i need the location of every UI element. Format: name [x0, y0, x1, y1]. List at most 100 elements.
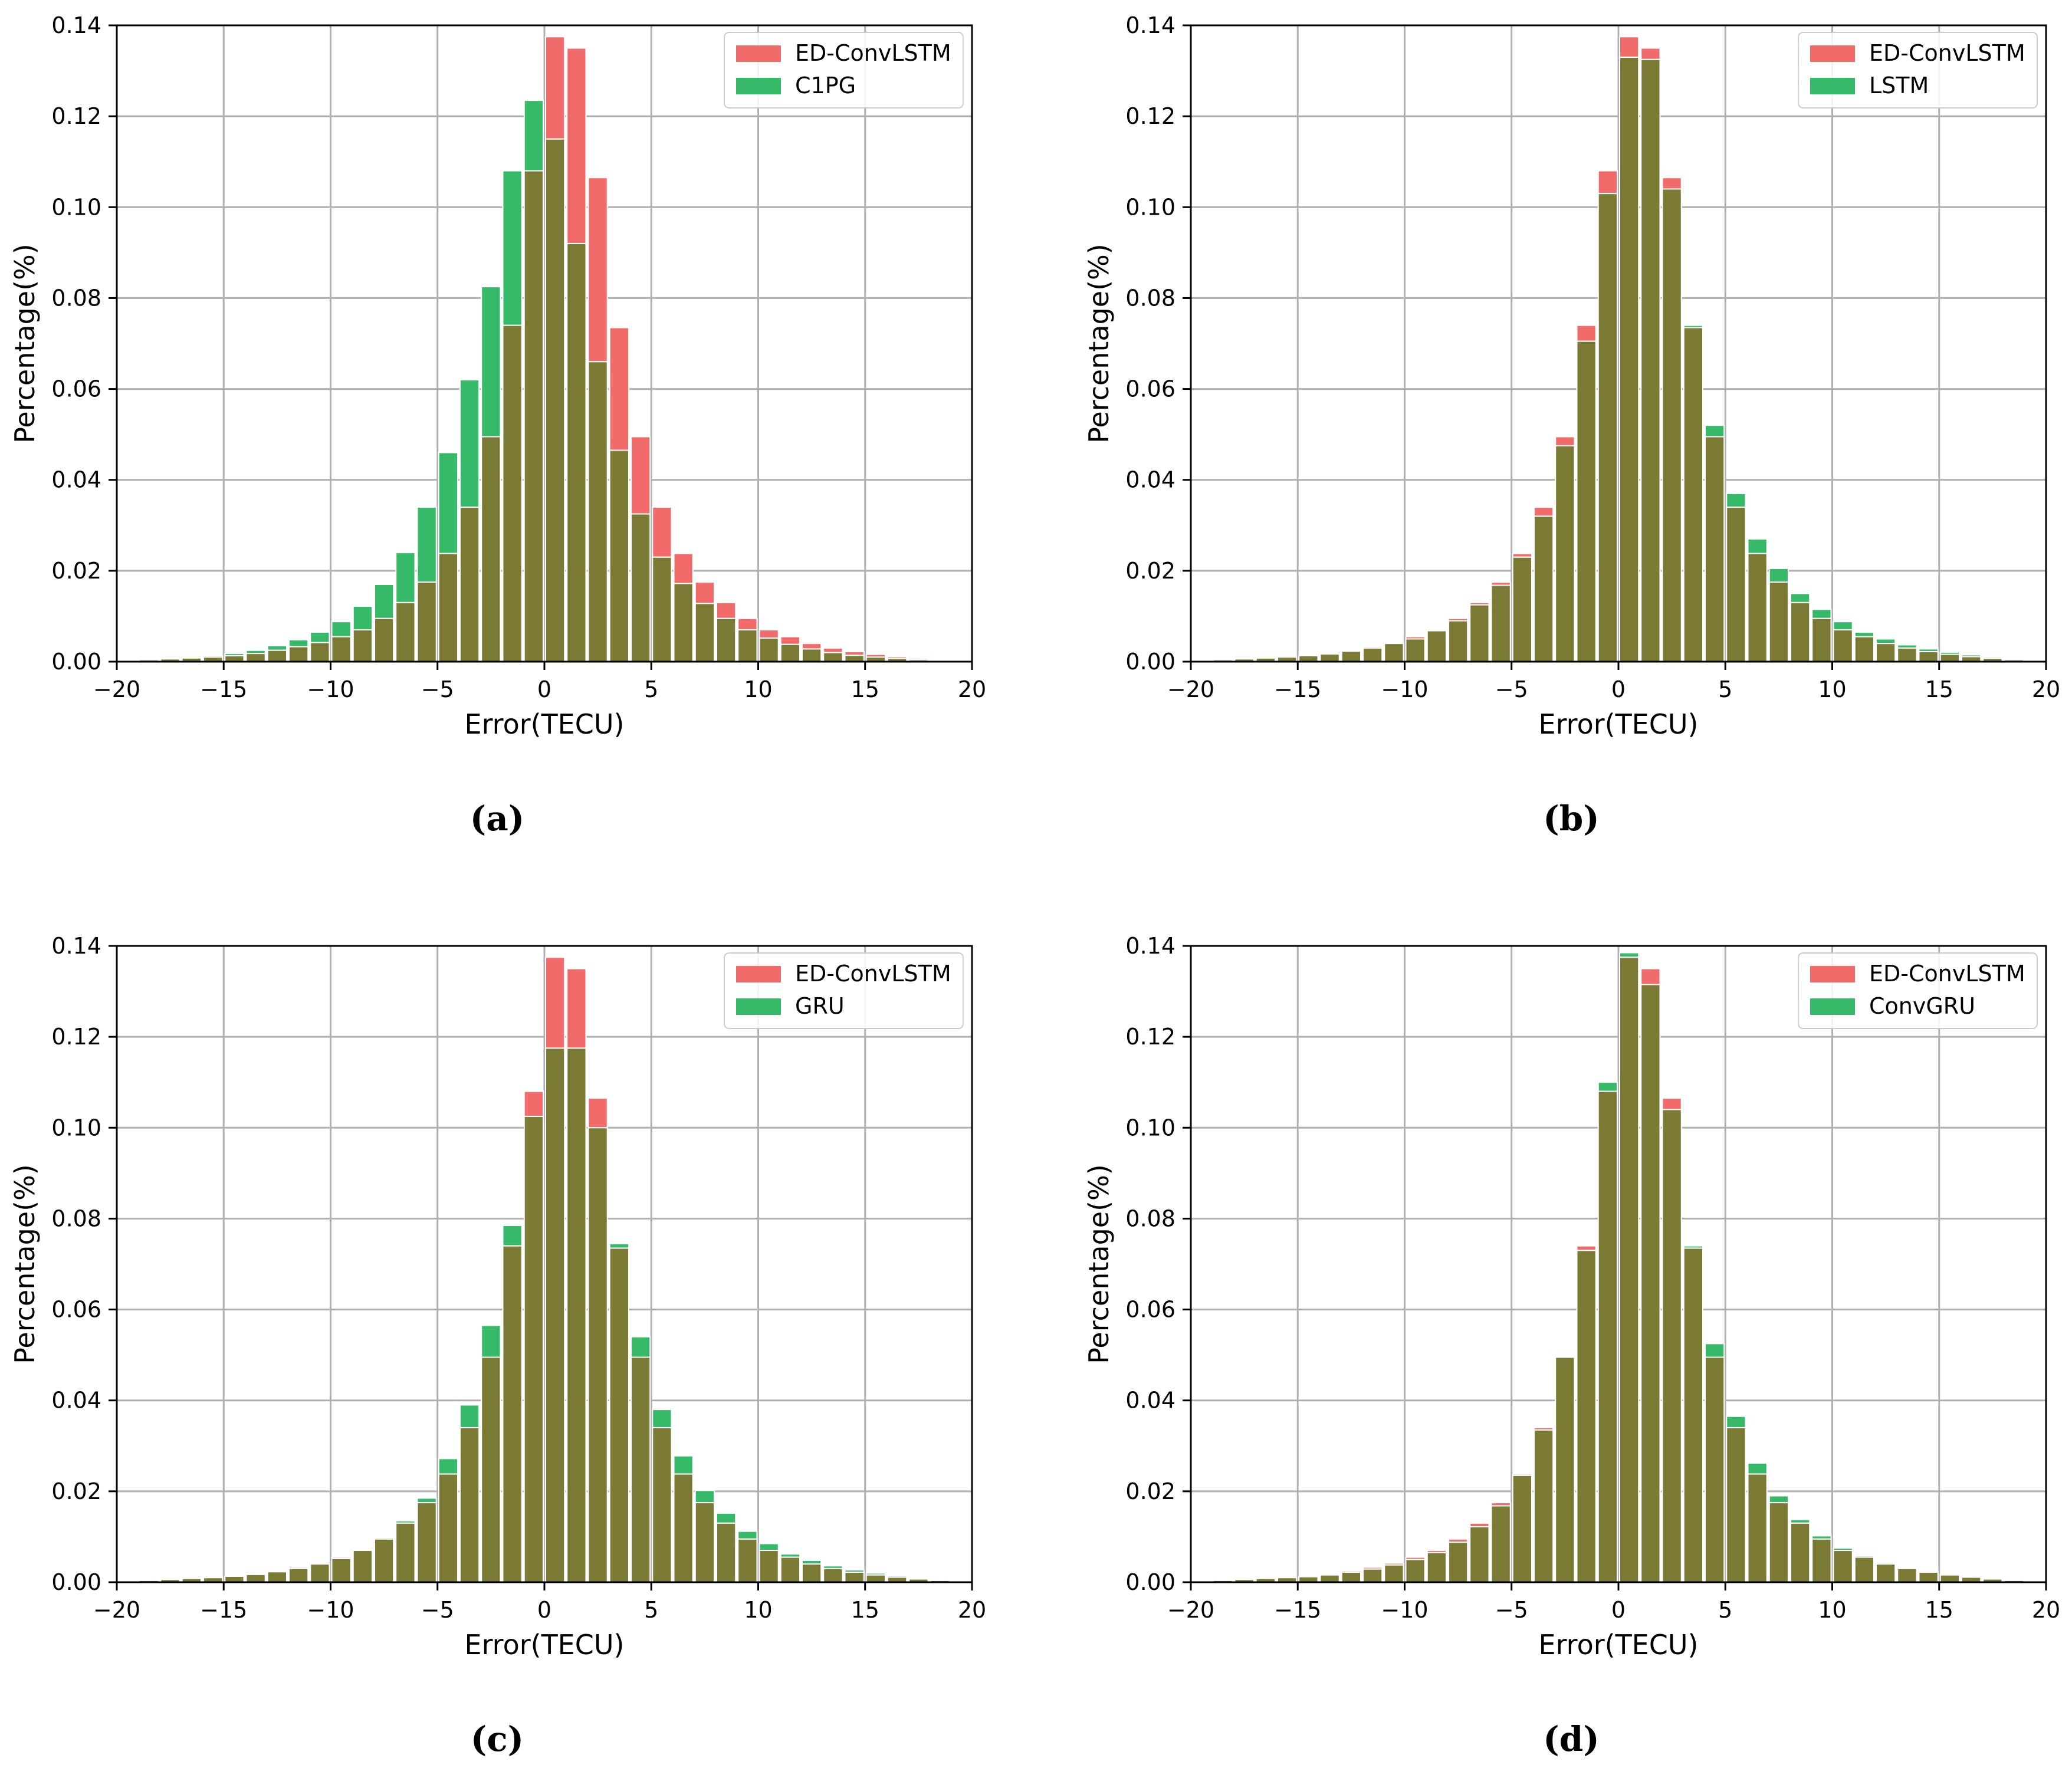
x-tick-label: −10: [307, 1597, 354, 1623]
bar-overlap: [416, 1502, 437, 1583]
bar-overlap: [1939, 653, 1960, 663]
bar-overlap: [523, 1116, 544, 1583]
legend-label: GRU: [795, 993, 845, 1019]
bar-ed-convlstm-excess: [737, 617, 758, 631]
legend: ED-ConvLSTM ConvGRU: [1798, 952, 2038, 1029]
chart-panel-d: −20 −15 −10 −5 0 5 10 15 20 0.00 0.02 0.04 0.06 0.08 0…: [1083, 933, 2060, 1759]
bar-overlap: [1576, 340, 1597, 662]
bar-overlap: [310, 1563, 330, 1583]
bar-overlap: [631, 1356, 651, 1583]
bars: [117, 957, 971, 1583]
bar-overlap: [481, 1356, 501, 1583]
bar-overlap: [1640, 984, 1661, 1583]
y-tick-label: 0.08: [51, 285, 101, 311]
bar-overlap: [673, 1473, 694, 1583]
bar-overlap: [374, 1538, 395, 1583]
bar-overlap: [1448, 620, 1469, 663]
bar-gru-excess: [716, 1512, 737, 1524]
bar-ed-convlstm-excess: [545, 36, 566, 140]
bar-gru-excess: [459, 1404, 480, 1428]
bar-c1pg-excess: [288, 639, 309, 648]
y-tick-label: 0.00: [1125, 649, 1175, 675]
bar-overlap: [844, 655, 865, 662]
bar-overlap: [502, 1245, 523, 1583]
bar-overlap: [1790, 1522, 1811, 1583]
bar-ed-convlstm-excess: [673, 553, 694, 584]
bar-overlap: [245, 653, 266, 663]
bar-overlap: [1661, 1109, 1682, 1583]
bar-c1pg-excess: [352, 605, 373, 631]
x-tick-label: 0: [537, 1597, 551, 1623]
bar-c1pg-excess: [459, 379, 480, 508]
bar-overlap: [438, 1473, 458, 1583]
x-tick-label: 10: [744, 1597, 772, 1623]
bar-convgru-excess: [1597, 1082, 1618, 1092]
bar-ed-convlstm-excess: [523, 1090, 544, 1118]
bar-overlap: [780, 643, 800, 663]
bar-overlap: [1597, 1090, 1618, 1583]
x-axis-label: Error(TECU): [465, 1629, 625, 1661]
y-tick-label: 0.06: [51, 376, 101, 402]
bar-overlap: [631, 513, 651, 663]
bar-overlap: [587, 1127, 608, 1583]
bar-overlap: [1705, 436, 1725, 662]
bar-lstm-excess: [1854, 631, 1874, 637]
bar-ed-convlstm-excess: [566, 968, 587, 1049]
bar-overlap: [224, 1575, 245, 1583]
x-tick-label: 20: [958, 676, 986, 702]
y-tick-label: 0.12: [51, 103, 101, 129]
bar-overlap: [1705, 1356, 1725, 1583]
x-tick-label: −10: [1381, 1597, 1428, 1623]
bar-overlap: [1726, 506, 1746, 662]
x-tick-label: −10: [307, 676, 354, 702]
bar-convgru-excess: [1619, 952, 1640, 958]
y-axis-label: Percentage(%): [1083, 1164, 1115, 1363]
bar-ed-convlstm-excess: [823, 647, 843, 653]
bar-overlap: [1897, 647, 1917, 662]
bar-overlap: [1319, 653, 1340, 662]
bar-overlap: [1319, 1574, 1340, 1583]
bar-overlap: [1854, 636, 1874, 663]
bar-c1pg-excess: [481, 286, 501, 438]
x-tick-label: 15: [851, 676, 879, 702]
bar-overlap: [502, 324, 523, 662]
bar-overlap: [802, 1563, 822, 1583]
legend-label: ED-ConvLSTM: [795, 961, 951, 987]
bar-overlap: [1897, 1567, 1917, 1583]
chart-panel-b: −20 −15 −10 −5 0 5 10 15 20 0.00 0.02 0.04 0.06 0.08 0…: [1083, 12, 2060, 839]
bar-overlap: [1726, 1427, 1746, 1583]
x-tick-label: 0: [1611, 676, 1626, 702]
y-tick-label: 0.02: [1125, 558, 1175, 584]
bar-ed-convlstm-excess: [1619, 36, 1640, 58]
bar-overlap: [438, 553, 458, 662]
y-tick-label: 0.12: [51, 1024, 101, 1050]
x-tick-label: −5: [1495, 676, 1528, 702]
bar-ed-convlstm-excess: [716, 602, 737, 619]
bar-overlap: [1534, 515, 1554, 662]
bar-lstm-excess: [1790, 593, 1811, 603]
legend: ED-ConvLSTM LSTM: [1798, 32, 2038, 109]
y-tick-label: 0.06: [1125, 376, 1175, 402]
y-tick-label: 0.14: [1125, 12, 1175, 38]
bar-overlap: [1833, 1550, 1853, 1583]
x-tick-label: −15: [200, 676, 247, 702]
x-tick-label: 5: [1718, 676, 1732, 702]
bar-ed-convlstm-excess: [1576, 1245, 1597, 1251]
x-tick-label: 10: [1818, 676, 1846, 702]
x-axis-label: Error(TECU): [465, 708, 625, 740]
bar-overlap: [1469, 1526, 1490, 1583]
x-tick-label: 15: [851, 1597, 879, 1623]
bar-overlap: [523, 170, 544, 662]
bar-overlap: [1619, 56, 1640, 663]
bar-gru-excess: [694, 1490, 715, 1504]
bar-ed-convlstm-excess: [609, 327, 629, 451]
bar-gru-excess: [481, 1325, 501, 1358]
bar-ed-convlstm-excess: [1534, 506, 1554, 517]
bar-overlap: [1833, 629, 1853, 663]
bar-overlap: [716, 1522, 737, 1583]
bar-overlap: [545, 138, 566, 662]
y-tick-label: 0.10: [51, 194, 101, 220]
bar-overlap: [716, 617, 737, 662]
bar-ed-convlstm-excess: [631, 436, 651, 515]
bar-overlap: [673, 583, 694, 662]
